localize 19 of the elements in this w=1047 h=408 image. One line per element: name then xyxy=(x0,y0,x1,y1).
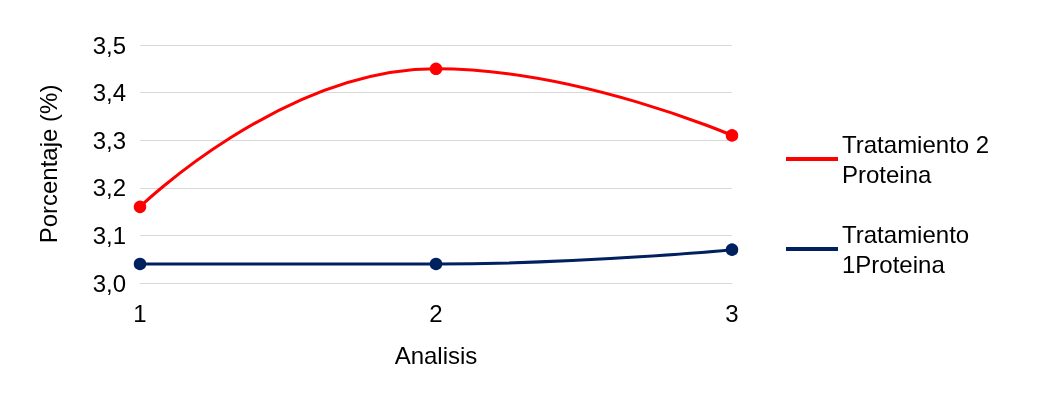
x-axis-title: Analisis xyxy=(394,341,478,369)
y-tick-label: 3,5 xyxy=(92,31,126,59)
y-axis-title: Porcentaje (%) xyxy=(34,84,62,244)
x-tick-label: 3 xyxy=(725,299,739,327)
point xyxy=(725,129,739,142)
point xyxy=(429,257,443,271)
point xyxy=(133,200,147,214)
point xyxy=(133,257,147,271)
point xyxy=(725,243,739,256)
legend-label: Tratamiento 2 Proteina xyxy=(842,130,996,188)
y-tick-label: 3,4 xyxy=(92,79,126,107)
y-tick-label: 3,0 xyxy=(92,269,126,297)
y-tick-label: 3,1 xyxy=(92,221,126,249)
point xyxy=(429,62,443,76)
x-tick-label: 1 xyxy=(133,299,147,327)
legend-label: Tratamiento 1Proteina xyxy=(842,220,976,278)
x-tick-label: 2 xyxy=(429,299,443,327)
y-tick-label: 3,3 xyxy=(92,126,126,154)
y-tick-label: 3,2 xyxy=(92,174,126,202)
